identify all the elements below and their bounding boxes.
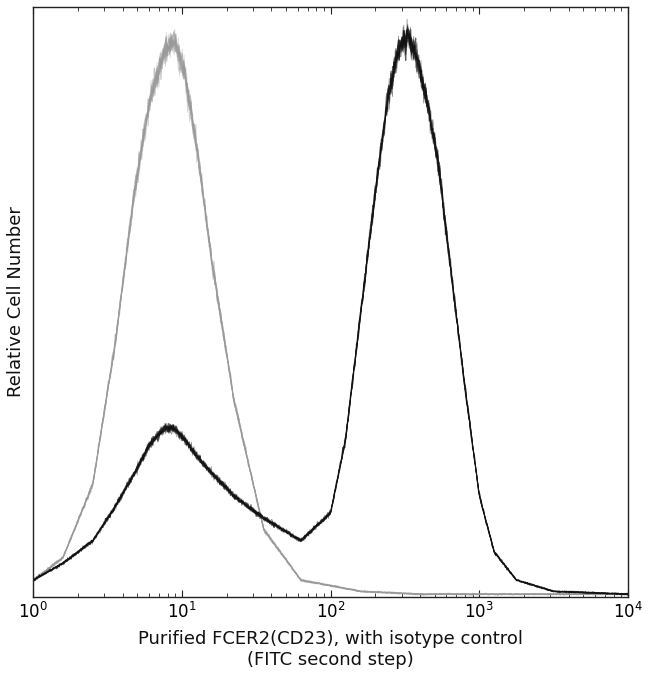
Y-axis label: Relative Cell Number: Relative Cell Number — [7, 206, 25, 397]
X-axis label: Purified FCER2(CD23), with isotype control
(FITC second step): Purified FCER2(CD23), with isotype contr… — [138, 630, 523, 669]
